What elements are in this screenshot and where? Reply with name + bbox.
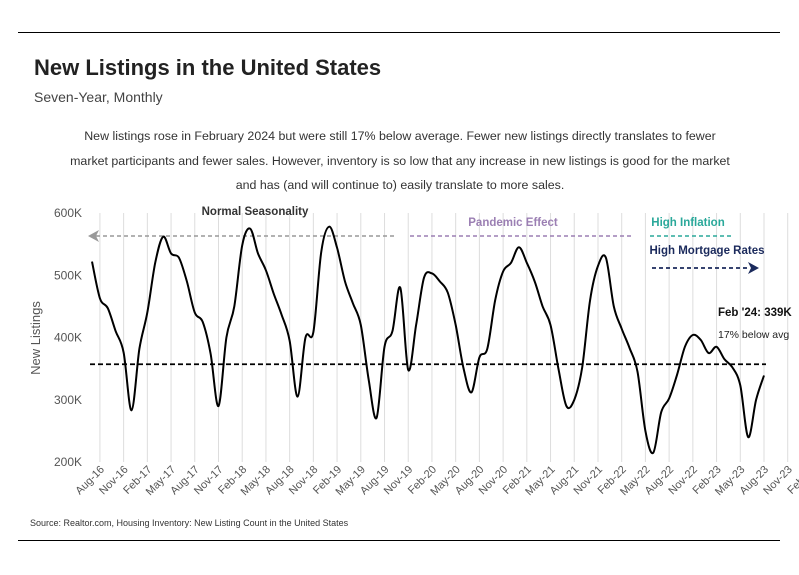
normal-seasonality-label: Normal Seasonality [202,206,309,218]
y-tick-label: 500K [54,268,82,282]
annotations: Normal Seasonality Pandemic Effect High … [88,206,792,341]
x-axis: Aug-16Nov-16Feb-17May-17Aug-17Nov-17Feb-… [73,464,799,498]
high-inflation-label: High Inflation [651,217,724,229]
high-mortgage-rates-arrowhead [748,262,759,274]
top-rule [18,32,780,33]
high-mortgage-rates-label: High Mortgage Rates [649,245,764,257]
source-note: Source: Realtor.com, Housing Inventory: … [30,518,349,528]
y-tick-label: 400K [54,331,82,345]
y-tick-label: 300K [54,393,82,407]
y-tick-label: 200K [54,455,82,469]
chart-description: New listings rose in February 2024 but w… [70,129,730,192]
chart-title: New Listings in the United States [34,55,382,80]
pandemic-effect-label: Pandemic Effect [468,217,558,229]
y-tick-label: 600K [54,206,82,220]
gridlines [99,213,789,462]
chart-subtitle: Seven-Year, Monthly [34,89,163,105]
y-axis: 200K 300K 400K 500K 600K [54,206,82,469]
bottom-rule [18,540,780,541]
new-listings-line [91,225,765,455]
callout-title: Feb '24: 339K [718,307,792,319]
callout-subtitle: 17% below avg [718,329,789,341]
y-axis-label: New Listings [28,301,43,375]
normal-seasonality-arrowhead [88,230,99,242]
